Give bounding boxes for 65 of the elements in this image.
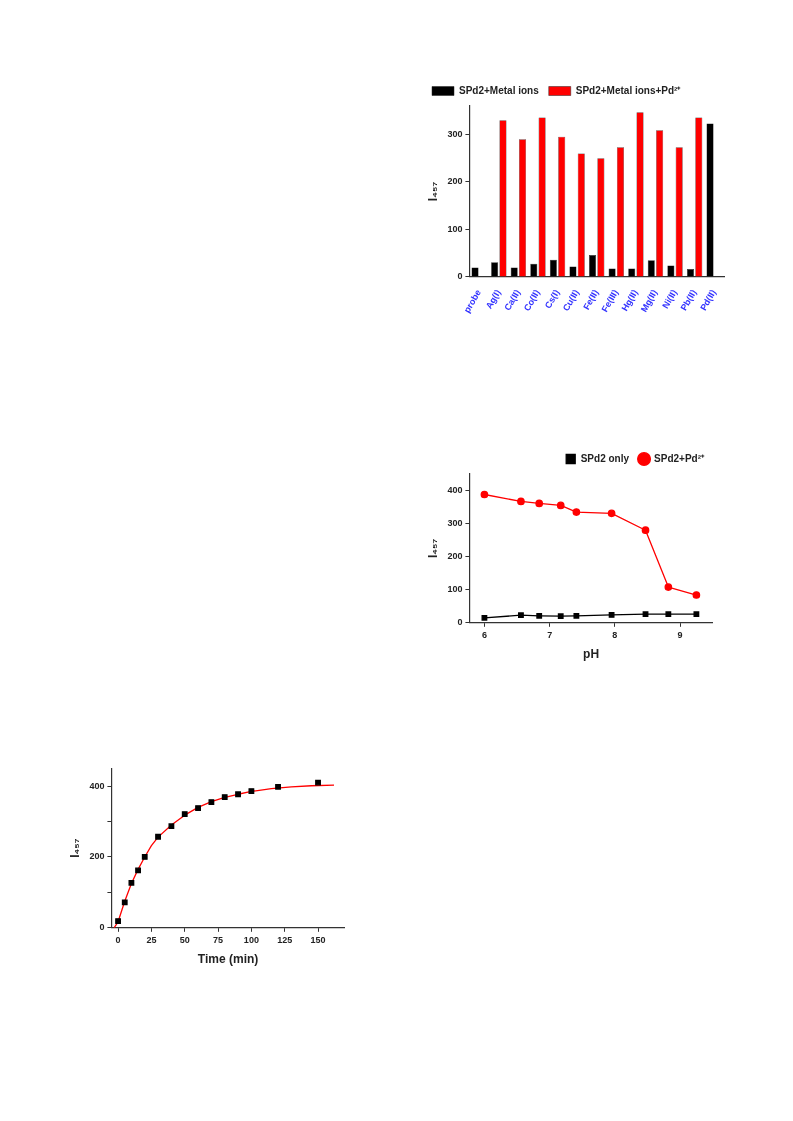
point — [121, 899, 128, 906]
point — [141, 854, 148, 860]
point — [642, 611, 649, 618]
x-tick-label: 50 — [179, 934, 190, 945]
point — [128, 879, 135, 886]
y-tick-label: 0 — [457, 617, 463, 628]
x-tick-label: 8 — [612, 629, 618, 640]
point — [641, 526, 650, 535]
point — [556, 501, 565, 510]
point — [195, 805, 201, 811]
x-tick-label: 125 — [277, 934, 293, 945]
point — [155, 833, 161, 840]
y-tick-label: 200 — [89, 851, 105, 862]
point — [221, 794, 228, 801]
point — [248, 788, 255, 794]
point — [693, 611, 700, 618]
point — [692, 591, 701, 599]
point — [235, 791, 241, 798]
legend-label: SPd2+Pd²⁺ — [654, 452, 705, 464]
point — [607, 509, 616, 518]
point — [573, 612, 580, 619]
x-tick-label: 7 — [547, 629, 553, 640]
point — [181, 811, 188, 818]
point — [135, 867, 141, 874]
y-tick-label: 100 — [447, 584, 463, 595]
y-tick-label: 400 — [447, 485, 463, 496]
point — [535, 499, 544, 508]
x-tick-label: 75 — [213, 934, 224, 945]
y-axis-title: I₄₅₇ — [425, 181, 440, 202]
x-tick-label: 25 — [146, 934, 157, 945]
y-tick-label: 0 — [457, 271, 463, 282]
x-axis-title: pH — [583, 647, 600, 662]
point — [517, 497, 525, 506]
point — [481, 614, 488, 621]
point — [208, 799, 215, 805]
point — [536, 612, 543, 619]
y-tick-label: 400 — [89, 780, 105, 791]
point — [115, 918, 121, 924]
point — [275, 783, 281, 790]
legend-label: SPd2 only — [580, 452, 630, 464]
point — [168, 823, 175, 830]
y-axis-title: I₄₅₇ — [425, 538, 440, 559]
point — [608, 611, 615, 618]
point — [315, 779, 321, 786]
point — [572, 508, 581, 516]
point — [557, 613, 564, 620]
x-tick-label: 150 — [310, 934, 326, 945]
x-tick-label: 6 — [481, 629, 487, 640]
x-tick-label: 0 — [115, 934, 121, 945]
y-tick-label: 200 — [447, 176, 463, 187]
y-tick-label: 300 — [447, 518, 463, 529]
legend-label: SPd2+Metal ions — [459, 84, 540, 96]
x-tick-label: 100 — [243, 934, 259, 945]
point — [665, 611, 672, 618]
y-tick-label: 200 — [447, 551, 463, 562]
point — [480, 490, 489, 499]
x-axis-title: Time (min) — [197, 952, 259, 967]
x-tick-label: 9 — [677, 629, 683, 640]
y-tick-label: 0 — [99, 922, 105, 933]
y-axis-title: I₄₅₇ — [67, 838, 82, 858]
y-tick-label: 100 — [447, 223, 463, 234]
legend-label: SPd2+Metal ions+Pd²⁺ — [575, 84, 682, 96]
point — [664, 583, 673, 591]
y-tick-label: 300 — [447, 128, 463, 139]
point — [518, 612, 524, 619]
